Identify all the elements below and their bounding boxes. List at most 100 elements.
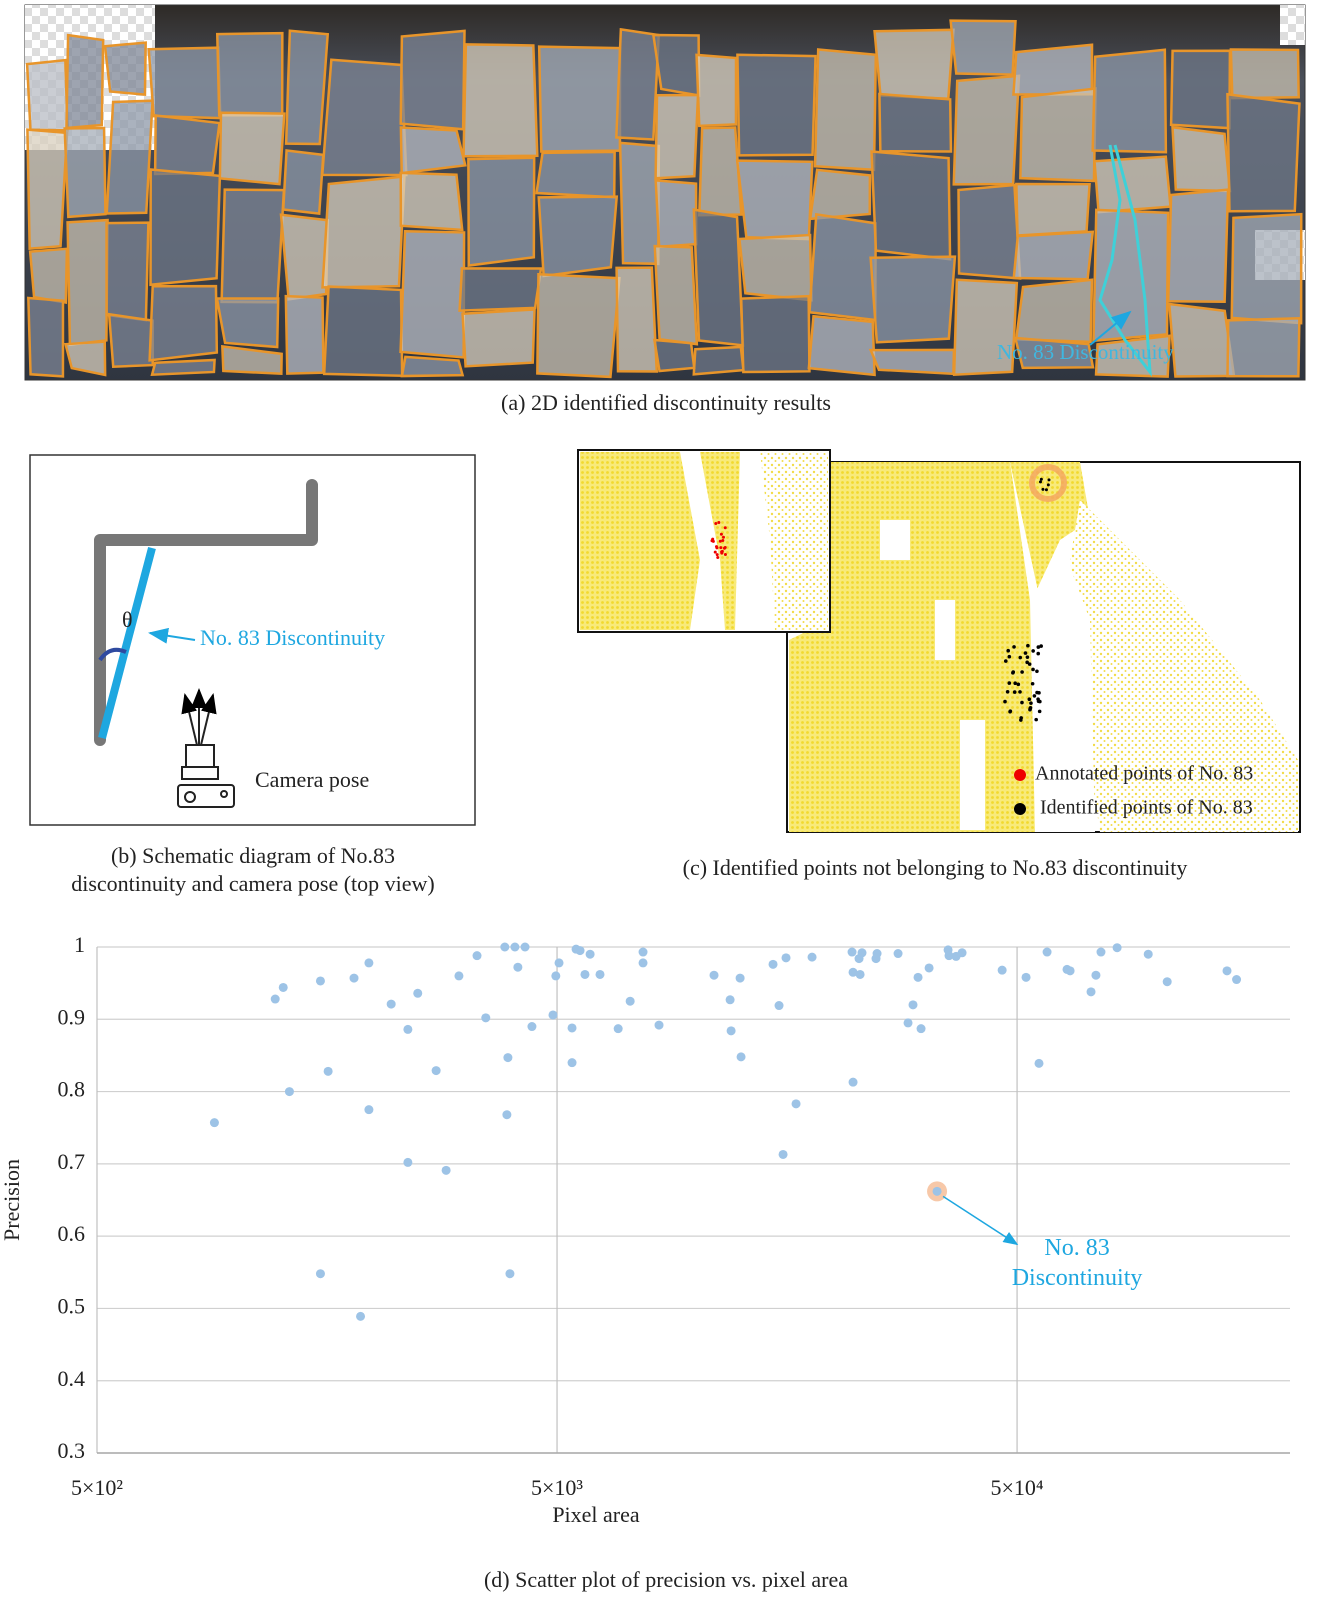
point <box>893 949 903 959</box>
point <box>1016 682 1021 687</box>
rock-block <box>1092 208 1170 343</box>
point <box>726 1026 736 1036</box>
point <box>1027 662 1032 666</box>
point-cloud-main <box>786 461 1301 833</box>
point <box>1162 977 1172 987</box>
point <box>551 971 561 981</box>
rock-block <box>537 45 622 153</box>
point <box>1044 488 1048 492</box>
annotation: No. 83 <box>1044 1235 1109 1261</box>
point <box>1020 700 1024 705</box>
point <box>502 1110 512 1120</box>
rock-block <box>467 156 536 267</box>
point <box>1031 667 1035 672</box>
point <box>1112 943 1122 953</box>
point <box>1034 717 1038 722</box>
rock-block <box>1230 212 1303 325</box>
point <box>768 959 778 969</box>
point <box>791 1099 801 1109</box>
point-cloud-inset <box>577 449 831 633</box>
rock-block <box>1012 43 1094 96</box>
y-tick-label: 1 <box>74 932 85 957</box>
point <box>1035 669 1039 674</box>
point <box>1035 690 1039 695</box>
point <box>1036 651 1041 656</box>
point <box>278 982 288 992</box>
rock-block <box>281 149 325 215</box>
rock-block <box>1091 48 1168 154</box>
rock-block <box>153 114 221 176</box>
point <box>1038 480 1042 484</box>
rock-block <box>65 33 105 130</box>
point <box>1036 645 1041 649</box>
point <box>735 973 745 983</box>
x-tick-label: 5×10³ <box>531 1475 583 1500</box>
point <box>721 538 725 542</box>
point <box>717 520 721 524</box>
rock-block <box>322 285 404 378</box>
point <box>1065 966 1075 976</box>
point <box>1027 697 1032 702</box>
rock-block <box>949 19 1017 76</box>
rock-block <box>1229 48 1300 100</box>
rock-block <box>808 212 878 322</box>
point <box>431 1066 441 1076</box>
rock-block <box>215 297 280 349</box>
photo-label: No. 83 Discontinuity <box>997 340 1174 364</box>
point <box>580 969 590 979</box>
point <box>520 942 530 952</box>
point <box>718 539 722 543</box>
rock-block <box>105 221 150 322</box>
transparent-area <box>1280 5 1305 45</box>
rock-block <box>1226 92 1301 213</box>
point <box>284 1087 294 1097</box>
rock-block <box>27 296 65 378</box>
point <box>1041 487 1045 491</box>
rock-block <box>399 230 466 359</box>
point <box>723 526 727 530</box>
point <box>554 958 564 968</box>
point <box>1046 483 1050 487</box>
y-axis-label: Precision <box>0 1159 24 1241</box>
point <box>723 545 727 549</box>
rock-block <box>1012 230 1095 281</box>
point <box>349 973 359 983</box>
point <box>315 1269 325 1279</box>
camera-icon <box>177 688 235 808</box>
camera-label: Camera pose <box>255 767 369 792</box>
point <box>441 1165 451 1175</box>
point <box>932 1186 942 1196</box>
point <box>481 1013 491 1023</box>
point <box>1005 690 1010 694</box>
point <box>548 1010 558 1020</box>
rock-blocks <box>25 19 1303 379</box>
point <box>848 967 858 977</box>
rock-block <box>147 46 222 120</box>
rock-block <box>1013 336 1095 370</box>
rock-block <box>215 31 284 117</box>
point <box>1012 690 1017 694</box>
rock-block <box>692 345 745 376</box>
point <box>654 1020 664 1030</box>
point <box>1007 681 1012 685</box>
point <box>1007 654 1012 659</box>
rock-block <box>692 208 745 347</box>
rock-face <box>94 479 318 746</box>
point <box>857 948 867 958</box>
rock-block <box>813 48 878 172</box>
point <box>714 545 718 549</box>
point <box>1023 651 1028 655</box>
point <box>1006 648 1011 653</box>
caption: discontinuity and camera pose (top view) <box>71 871 435 896</box>
annotation: Discontinuity <box>1012 1265 1143 1291</box>
rock-block <box>651 33 701 98</box>
point <box>505 1269 515 1279</box>
point <box>209 1118 219 1128</box>
point <box>903 1018 913 1028</box>
point <box>944 951 954 961</box>
rock-block <box>652 338 696 373</box>
rock-block <box>739 294 811 374</box>
y-tick-label: 0.8 <box>58 1077 86 1102</box>
rock-block <box>615 27 661 141</box>
